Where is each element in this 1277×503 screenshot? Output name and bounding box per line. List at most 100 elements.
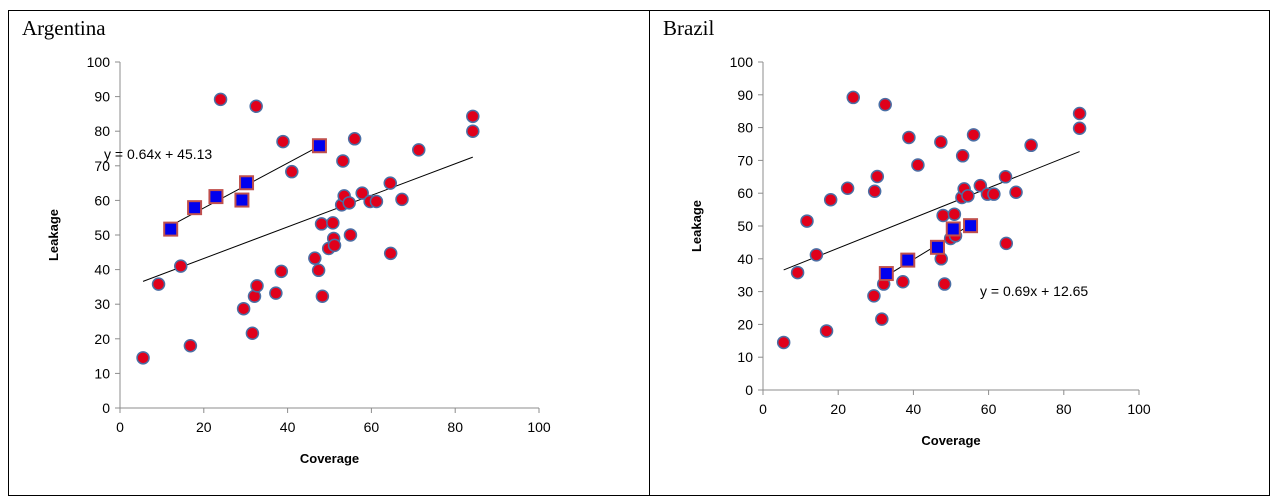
y-tick-label: 60	[737, 185, 753, 201]
data-point-circle	[800, 214, 814, 228]
y-tick-label: 20	[94, 331, 110, 347]
x-tick-label: 100	[1127, 401, 1151, 417]
data-point-circle	[466, 109, 480, 124]
x-tick-label: 20	[196, 419, 212, 435]
data-point-circle	[151, 277, 166, 291]
chart-title: Brazil	[663, 16, 715, 40]
data-point-circle	[846, 90, 860, 105]
scatter-chart-argentina: 0 10 20 30 40 50 60 70 80 90 100 0 20 40 60 80 100 Covera…	[46, 54, 551, 466]
data-point-circle	[840, 181, 855, 196]
data-point-circle	[936, 208, 950, 223]
y-tick-label: 10	[94, 365, 110, 381]
data-point-square	[900, 252, 916, 268]
data-point-circle	[274, 264, 289, 279]
y-tick-label: 100	[730, 54, 754, 70]
data-point-circle	[1072, 106, 1087, 121]
y-tick-label: 80	[737, 120, 753, 136]
panel-brazil: Brazil 0 10 20 30 40 50 60 70 80 90 100 0 20 40 60 80 10…	[649, 10, 1270, 496]
y-tick-label: 30	[94, 296, 110, 312]
data-point-circle	[269, 286, 283, 300]
x-tick-label: 20	[830, 401, 846, 417]
y-tick-label: 0	[745, 382, 753, 398]
trendline	[783, 151, 1080, 271]
data-point-circle	[466, 124, 480, 138]
y-tick-label: 40	[94, 262, 110, 278]
x-tick-label: 40	[280, 419, 296, 435]
data-point-circle	[961, 189, 975, 203]
data-point-circle	[875, 312, 889, 326]
y-tick-label: 60	[94, 192, 110, 208]
data-point-circle	[347, 132, 362, 146]
data-point-square	[945, 221, 961, 237]
data-point-circle	[174, 259, 188, 273]
data-point-circle	[183, 338, 198, 353]
data-point-circle	[934, 135, 948, 149]
data-point-circle	[327, 238, 342, 253]
trendline-equation: y = 0.69x + 12.65	[980, 283, 1088, 299]
x-tick-label: 80	[447, 419, 463, 435]
y-tick-label: 50	[737, 218, 753, 234]
data-point-circle	[136, 351, 150, 365]
data-point-circle	[285, 164, 299, 179]
y-tick-label: 40	[737, 251, 753, 267]
data-point-square	[234, 192, 250, 208]
x-tick-label: 60	[364, 419, 380, 435]
data-point-circle	[823, 193, 838, 207]
data-point-circle	[947, 207, 962, 221]
data-point-square	[311, 138, 327, 154]
data-point-circle	[411, 143, 426, 157]
y-tick-label: 10	[737, 349, 753, 365]
data-point-circle	[896, 275, 910, 289]
x-tick-label: 60	[981, 401, 997, 417]
data-point-circle	[395, 192, 409, 207]
data-point-circle	[867, 184, 882, 198]
y-tick-label: 70	[94, 158, 110, 174]
data-point-square	[929, 239, 945, 255]
y-tick-label: 100	[87, 54, 111, 70]
panel-argentina: Argentina 0 10 20 30 40 50 60 70 80 90 100 0 20 40 60 8…	[8, 10, 649, 496]
data-point-circle	[383, 176, 398, 190]
data-point-circle	[998, 170, 1013, 184]
data-point-circle	[245, 326, 260, 341]
scatter-chart-brazil: 0 10 20 30 40 50 60 70 80 90 100 0 20 40 60 80 100 Covera…	[689, 54, 1151, 448]
chart-frame	[8, 10, 1270, 496]
trendline	[142, 156, 473, 282]
data-point-circle	[973, 178, 988, 193]
data-point-circle	[911, 158, 925, 172]
data-point-circle	[308, 251, 322, 265]
data-point-circle	[355, 186, 369, 200]
x-tick-label: 40	[906, 401, 922, 417]
y-tick-label: 80	[94, 123, 110, 139]
y-tick-label: 20	[737, 316, 753, 332]
data-point-circle	[336, 154, 350, 168]
trendline-equation: y = 0.64x + 45.13	[104, 146, 212, 162]
data-point-circle	[213, 92, 228, 107]
data-point-square	[963, 218, 979, 234]
data-point-circle	[342, 196, 356, 210]
data-point-circle	[311, 263, 326, 278]
data-point-circle	[819, 324, 834, 338]
data-point-circle	[790, 265, 805, 280]
y-axis-label: Leakage	[689, 200, 704, 252]
x-tick-label: 0	[116, 419, 124, 435]
data-point-circle	[343, 228, 358, 242]
data-point-circle	[955, 149, 970, 163]
data-point-circle	[383, 246, 398, 261]
data-point-square	[208, 189, 224, 205]
x-tick-label: 0	[759, 401, 767, 417]
data-point-circle	[249, 99, 263, 114]
data-point-circle	[276, 134, 290, 149]
x-tick-label: 100	[527, 419, 551, 435]
data-point-circle	[878, 97, 892, 112]
data-point-circle	[809, 248, 824, 262]
chart-title: Argentina	[22, 16, 106, 40]
data-point-square	[878, 266, 894, 282]
data-point-circle	[1072, 121, 1087, 136]
x-axis-label: Coverage	[300, 451, 359, 466]
data-point-square	[187, 200, 203, 216]
data-point-circle	[867, 289, 881, 303]
y-axis-label: Leakage	[46, 209, 61, 261]
data-point-circle	[1024, 138, 1038, 153]
y-tick-label: 70	[737, 152, 753, 168]
data-point-square	[163, 221, 179, 237]
